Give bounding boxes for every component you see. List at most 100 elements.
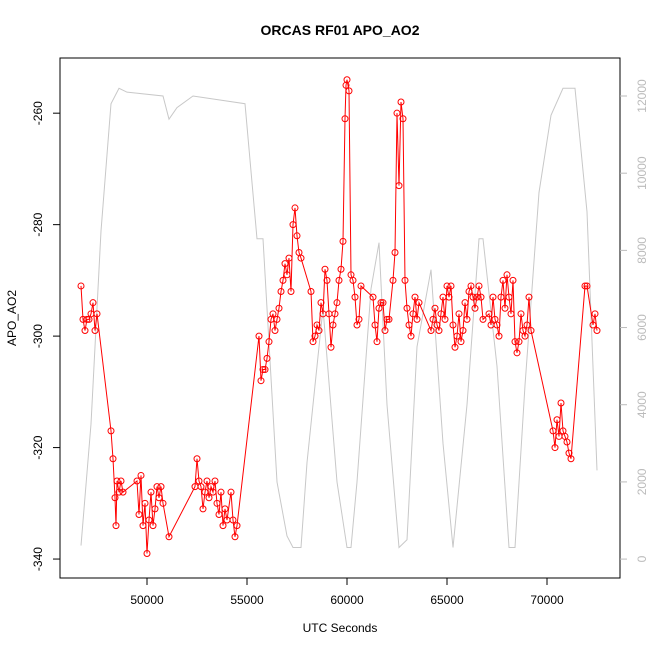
data-point [377,299,385,307]
chart-title: ORCAS RF01 APO_AO2 [261,22,420,38]
data-point [583,282,591,290]
data-point [107,427,115,435]
data-point [283,271,291,279]
data-point [119,488,127,496]
data-point [281,260,289,268]
data-point [383,315,391,323]
data-point [285,254,293,262]
data-point [265,338,273,346]
data-point [469,293,477,301]
data-point [143,549,151,557]
data-point [289,221,297,229]
data-point [493,321,501,329]
data-point [257,377,265,385]
data-point [255,332,263,340]
data-point [551,444,559,452]
y-tick-label: -340 [31,547,45,571]
data-point [453,332,461,340]
data-point [317,299,325,307]
data-point [329,321,337,329]
y-tick-label: -300 [31,324,45,348]
data-point [513,349,521,357]
data-point [147,488,155,496]
data-point [135,510,143,518]
series-line [80,87,598,549]
data-point [371,321,379,329]
data-point [261,366,269,374]
x-tick-label: 50000 [130,593,164,607]
data-point [447,282,455,290]
data-point [269,310,277,318]
data-point [227,488,235,496]
data-point [271,327,279,335]
data-point [93,310,101,318]
data-point [91,327,99,335]
data-point [499,276,507,284]
data-point [461,299,469,307]
data-point [197,483,205,491]
data-point [411,293,419,301]
data-point [473,293,481,301]
x-tick-label: 65000 [430,593,464,607]
data-point [357,282,365,290]
data-point [497,293,505,301]
y2-tick-label: 12000 [635,79,649,113]
data-point [437,310,445,318]
data-point [311,332,319,340]
data-point [273,315,281,323]
data-point [467,282,475,290]
data-point [409,310,417,318]
series-line [80,79,598,554]
data-point [517,310,525,318]
x-tick-label: 55000 [230,593,264,607]
data-point [209,488,217,496]
data-point [553,416,561,424]
data-point [83,315,91,323]
data-point [405,321,413,329]
data-point [397,98,405,106]
data-point [263,354,271,362]
x-tick-label: 70000 [530,593,564,607]
data-point [165,533,173,541]
data-point [221,505,229,513]
data-point [141,499,149,507]
data-point [525,293,533,301]
data-point [112,522,120,530]
data-point [139,522,147,530]
data-point [229,516,237,524]
data-point [373,338,381,346]
data-point [449,321,457,329]
data-point [279,276,287,284]
data-point [435,327,443,335]
x-tick-label: 60000 [330,593,364,607]
y2-tick-label: 10000 [635,156,649,190]
y2-tick-label: 2000 [635,468,649,495]
data-point [413,315,421,323]
data-point [471,304,479,312]
data-point [219,522,227,530]
data-point [81,327,89,335]
data-point [323,276,331,284]
data-point [495,332,503,340]
y2-tick-label: 8000 [635,237,649,264]
data-point [489,293,497,301]
data-point [479,315,487,323]
data-point [581,282,589,290]
data-point [381,327,389,335]
data-point [593,327,601,335]
data-point [117,477,125,485]
data-point [477,293,485,301]
data-point [549,427,557,435]
data-point [233,522,241,530]
data-point [475,282,483,290]
data-point [505,293,513,301]
data-point [349,276,357,284]
data-point [291,204,299,212]
data-point [441,315,449,323]
data-point [337,265,345,273]
data-point [145,516,153,524]
data-point [293,232,301,240]
data-point [297,254,305,262]
data-point [401,276,409,284]
